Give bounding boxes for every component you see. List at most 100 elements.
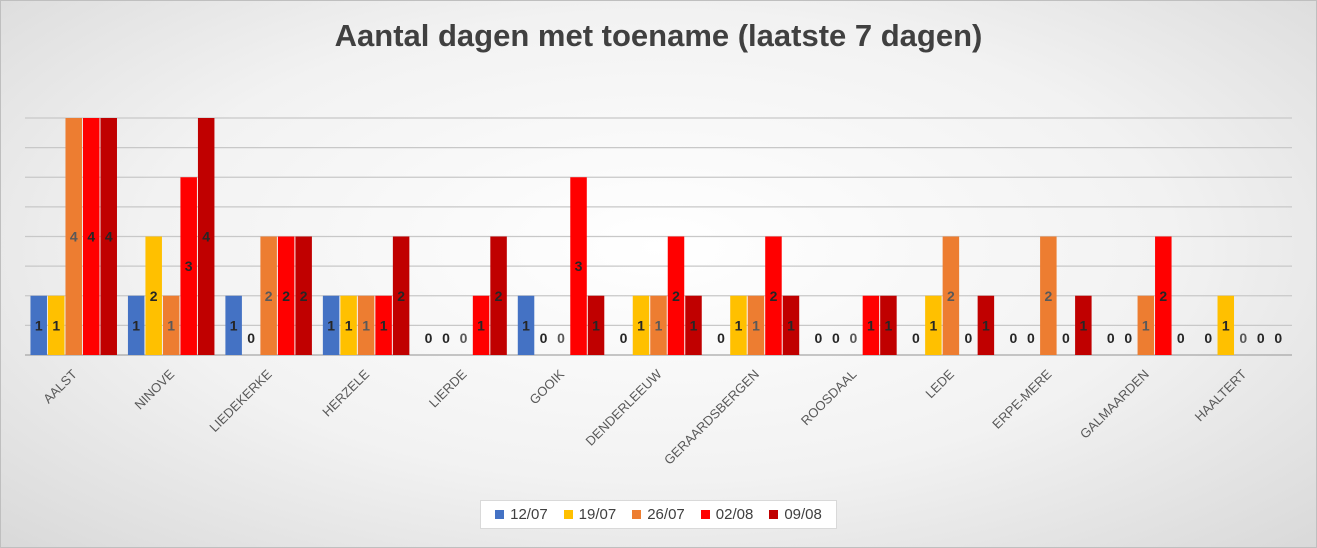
legend-label: 26/07 xyxy=(647,506,685,523)
data-label: 0 xyxy=(460,330,468,346)
data-label: 4 xyxy=(87,229,95,245)
data-label: 0 xyxy=(1124,330,1132,346)
bar xyxy=(225,295,242,355)
data-label: 3 xyxy=(575,258,583,274)
data-label: 1 xyxy=(35,317,43,333)
legend-label: 19/07 xyxy=(578,506,617,523)
bar xyxy=(392,236,410,355)
bar xyxy=(197,118,215,355)
bar xyxy=(340,295,357,355)
data-label: 0 xyxy=(717,330,725,346)
bar xyxy=(277,236,295,355)
bar xyxy=(730,295,747,355)
bar xyxy=(1075,295,1092,355)
bar xyxy=(162,295,180,355)
bar xyxy=(375,295,392,355)
data-label: 0 xyxy=(1177,330,1185,346)
data-label: 1 xyxy=(345,317,353,333)
data-label: 1 xyxy=(752,317,760,333)
bar xyxy=(765,236,782,355)
bar xyxy=(570,177,587,355)
bar xyxy=(65,118,82,355)
category-label: GALMAARDEN xyxy=(1077,367,1152,442)
bar xyxy=(1217,295,1235,355)
bar xyxy=(1040,236,1057,355)
data-label: 0 xyxy=(1027,330,1035,346)
bar xyxy=(100,118,117,355)
category-label: LEDE xyxy=(922,366,957,401)
bar xyxy=(667,236,685,355)
data-label: 0 xyxy=(1062,330,1070,346)
data-label: 2 xyxy=(770,288,778,304)
data-label: 1 xyxy=(1222,317,1230,333)
bar xyxy=(47,295,65,355)
data-label: 1 xyxy=(522,317,530,333)
data-label: 0 xyxy=(1009,330,1017,346)
legend-label: 09/08 xyxy=(784,506,822,523)
bar xyxy=(747,295,765,355)
data-label: 0 xyxy=(425,330,433,346)
bar xyxy=(357,295,375,355)
legend: 12/07 19/07 26/07 02/08 09/08 xyxy=(0,500,1317,529)
data-label: 2 xyxy=(672,288,680,304)
category-label: DENDERLEEUW xyxy=(583,366,666,449)
bar xyxy=(1155,236,1172,355)
data-label: 2 xyxy=(282,288,290,304)
data-label: 2 xyxy=(947,288,955,304)
data-label: 2 xyxy=(150,288,158,304)
legend-swatch xyxy=(769,510,779,519)
bar xyxy=(127,295,145,355)
bar xyxy=(30,295,47,355)
bar xyxy=(1137,295,1155,355)
data-label: 1 xyxy=(362,317,370,333)
legend-item: 02/08 xyxy=(700,506,754,523)
bar xyxy=(82,118,100,355)
legend-swatch xyxy=(563,510,573,519)
data-label: 0 xyxy=(1107,330,1115,346)
legend-label: 02/08 xyxy=(715,506,754,523)
data-label: 1 xyxy=(735,317,743,333)
bar xyxy=(180,177,197,355)
category-label: LIERDE xyxy=(426,366,470,410)
data-label: 1 xyxy=(867,317,875,333)
data-label: 1 xyxy=(52,317,60,333)
data-label: 1 xyxy=(230,317,238,333)
category-label: ROOSDAAL xyxy=(798,367,860,429)
data-label: 1 xyxy=(787,317,795,333)
bar xyxy=(632,295,650,355)
data-label: 0 xyxy=(912,330,920,346)
data-label: 0 xyxy=(442,330,450,346)
category-label: HERZELE xyxy=(319,366,372,419)
data-label: 2 xyxy=(1044,288,1052,304)
legend-swatch xyxy=(700,510,710,519)
bar xyxy=(685,295,702,355)
bar xyxy=(862,295,880,355)
data-label: 0 xyxy=(1257,330,1265,346)
data-label: 1 xyxy=(885,317,893,333)
data-label: 0 xyxy=(815,330,823,346)
bar xyxy=(942,236,960,355)
data-label: 1 xyxy=(637,317,645,333)
legend-item: 09/08 xyxy=(769,506,822,523)
data-label: 1 xyxy=(167,317,175,333)
data-label: 0 xyxy=(1204,330,1212,346)
data-label: 1 xyxy=(1142,317,1150,333)
data-label: 3 xyxy=(185,258,193,274)
data-label: 0 xyxy=(557,330,565,346)
data-label: 1 xyxy=(380,317,388,333)
legend-item: 26/07 xyxy=(632,506,685,523)
category-label: ERPE-MERE xyxy=(989,366,1054,431)
bar xyxy=(587,295,605,355)
data-label: 0 xyxy=(620,330,628,346)
bar xyxy=(145,236,162,355)
legend-item: 12/07 xyxy=(495,506,548,523)
data-label: 0 xyxy=(247,330,255,346)
category-label: LIEDEKERKE xyxy=(206,366,275,435)
bar xyxy=(472,295,490,355)
data-label: 1 xyxy=(690,317,698,333)
data-label: 2 xyxy=(495,288,503,304)
bar xyxy=(925,295,942,355)
data-label: 1 xyxy=(477,317,485,333)
bar xyxy=(295,236,312,355)
